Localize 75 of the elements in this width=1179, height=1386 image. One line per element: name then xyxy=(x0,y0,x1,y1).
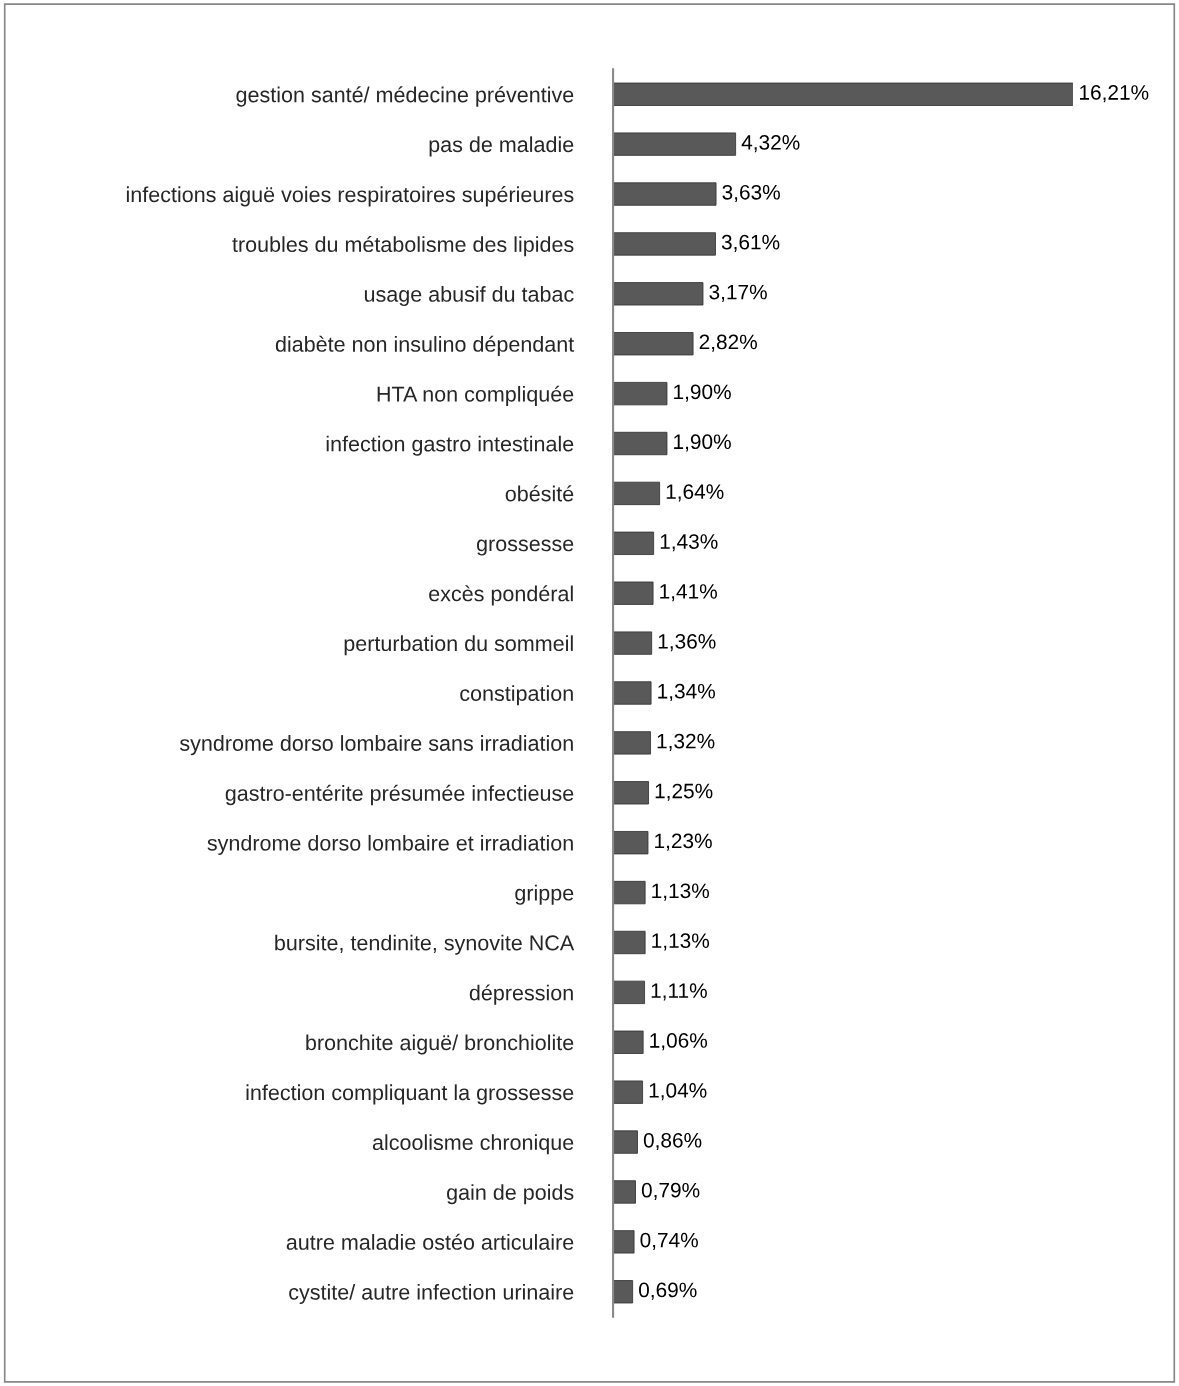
y-tick-label: infection gastro intestinale xyxy=(326,435,574,456)
bar xyxy=(613,781,649,805)
y-tick-label: excès pondéral xyxy=(429,585,573,606)
data-label: 1,23% xyxy=(655,833,712,851)
bar xyxy=(613,1030,644,1054)
y-tick-label: bursite, tendinite, synovite NCA xyxy=(275,934,575,955)
bar xyxy=(613,581,654,605)
y-tick-label: HTA non compliquée xyxy=(377,385,574,407)
data-label: 1,36% xyxy=(658,633,716,652)
data-label: 0,86% xyxy=(643,1132,702,1151)
data-label: 1,34% xyxy=(658,683,715,702)
data-label: 3,17% xyxy=(709,284,767,302)
y-tick-label: gastro-entérite présumée infectieuse xyxy=(225,784,574,806)
y-tick-label: obésité xyxy=(505,485,574,502)
data-label: 1,41% xyxy=(660,584,717,602)
data-label: 0,79% xyxy=(641,1182,700,1201)
bar xyxy=(613,481,661,506)
y-tick-label: infection compliquant la grossesse xyxy=(246,1084,574,1105)
y-tick-label: constipation xyxy=(460,685,573,706)
bar xyxy=(613,631,653,655)
y-tick-label: troubles du métabolisme des lipides xyxy=(232,236,574,257)
bar xyxy=(613,731,651,755)
bar xyxy=(613,332,694,356)
bar xyxy=(613,880,646,905)
bar xyxy=(613,232,716,256)
y-tick-label: syndrome dorso lombaire et irradiation xyxy=(207,834,573,855)
data-label: 1,32% xyxy=(657,733,715,751)
y-tick-label: diabète non insulino dépendant xyxy=(275,335,575,357)
y-tick-label: grippe xyxy=(515,884,574,905)
data-label: 1,64% xyxy=(666,484,724,502)
bar xyxy=(613,132,737,156)
y-tick-label: gain de poids xyxy=(447,1184,574,1205)
bar xyxy=(613,182,717,206)
data-label: 0,74% xyxy=(640,1232,698,1250)
bar xyxy=(613,930,646,955)
bar xyxy=(613,1280,634,1304)
data-label: 1,13% xyxy=(652,933,710,951)
data-label: 2,82% xyxy=(699,334,757,352)
data-label: 3,61% xyxy=(721,234,780,252)
data-label: 1,06% xyxy=(650,1033,708,1051)
data-label: 1,90% xyxy=(674,384,731,402)
data-label: 1,25% xyxy=(655,783,713,801)
bar xyxy=(613,681,652,705)
data-label: 1,90% xyxy=(674,434,731,452)
bar xyxy=(613,431,668,456)
data-label: 1,04% xyxy=(649,1083,707,1101)
bar xyxy=(613,1080,643,1104)
bar xyxy=(613,82,1073,106)
data-label: 16,21% xyxy=(1080,85,1149,103)
y-tick-label: perturbation du sommeil xyxy=(344,635,573,656)
data-label: 4,32% xyxy=(741,134,800,153)
y-tick-label: pas de maladie xyxy=(429,136,574,157)
y-tick-label: infections aiguë voies respiratoires supérieures xyxy=(126,186,574,207)
y-tick-label: gestion santé/ médecine préventive xyxy=(236,86,574,107)
bar xyxy=(613,1230,635,1254)
y-tick-label: cystite/ autre infection urinaire xyxy=(289,1283,574,1305)
bar xyxy=(613,531,655,555)
data-label: 1,11% xyxy=(651,983,707,1001)
bar xyxy=(613,282,704,306)
bar xyxy=(613,1130,638,1154)
y-tick-label: syndrome dorso lombaire sans irradiation xyxy=(179,735,573,756)
data-label: 0,69% xyxy=(639,1282,697,1300)
y-tick-label: alcoolisme chronique xyxy=(372,1134,574,1155)
bar xyxy=(613,381,668,406)
bar xyxy=(613,1180,636,1204)
y-tick-label: autre maladie ostéo articulaire xyxy=(286,1233,574,1250)
data-label: 3,63% xyxy=(722,184,780,203)
y-tick-label: bronchite aiguë/ bronchiolite xyxy=(306,1034,574,1055)
data-label: 1,43% xyxy=(660,534,718,552)
y-tick-label: usage abusif du tabac xyxy=(364,286,574,307)
y-tick-label: dépression xyxy=(469,984,573,1005)
bar xyxy=(613,831,649,855)
bar xyxy=(613,980,645,1005)
y-tick-label: grossesse xyxy=(476,539,574,556)
data-label: 1,13% xyxy=(652,883,710,901)
